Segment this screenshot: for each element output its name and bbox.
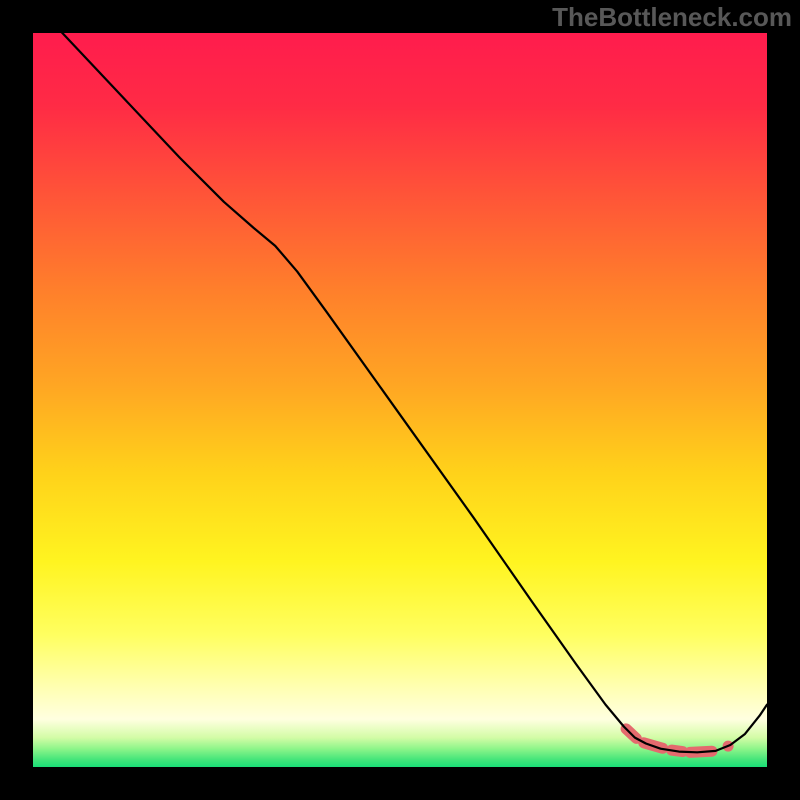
bottleneck-chart: [0, 0, 800, 800]
chart-container: TheBottleneck.com: [0, 0, 800, 800]
watermark-text: TheBottleneck.com: [552, 2, 792, 33]
plot-background: [33, 33, 767, 767]
